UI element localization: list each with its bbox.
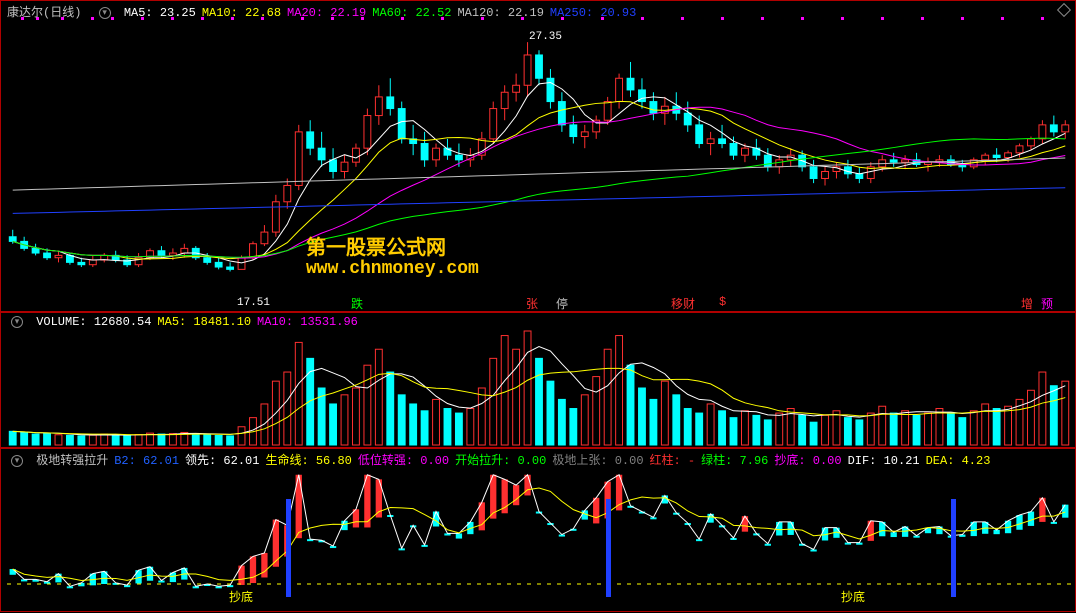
indicator-label: 领先: 62.01 [185, 454, 259, 468]
indicator-label: MA5: 23.25 [124, 6, 196, 20]
stock-title: 康达尔(日线) [7, 6, 81, 20]
watermark-line1: 第一股票公式网 [306, 231, 446, 261]
chevron-down-icon[interactable]: ▾ [11, 455, 23, 467]
indicator-label: 开始拉升: 0.00 [455, 454, 546, 468]
indicator-panel[interactable]: ▾ 极地转强拉升 B2: 62.01 领先: 62.01 生命线: 56.80 低位转强… [0, 448, 1076, 612]
watermark-line2: www.chnmoney.com [306, 259, 479, 279]
indicator-label: MA10: 13531.96 [257, 315, 358, 329]
high-price-label: 27.35 [529, 31, 562, 43]
indicator-label: MA60: 22.52 [372, 6, 451, 20]
svg-text:抄底: 抄底 [229, 589, 253, 605]
indicator-label: 生命线: 56.80 [265, 454, 351, 468]
indicator-label: 极地转强拉升 [36, 454, 108, 468]
indicator-label: MA250: 20.93 [550, 6, 636, 20]
price-chart-svg [1, 1, 1076, 313]
indicator-label: 红柱: - [650, 454, 696, 468]
chevron-down-icon[interactable]: ▾ [99, 7, 111, 19]
indicator-label: VOLUME: 12680.54 [36, 315, 151, 329]
indicator-label: B2: 62.01 [114, 454, 179, 468]
indicator-label: MA120: 22.19 [457, 6, 543, 20]
low-price-label: 17.51 [237, 297, 270, 309]
indicator-label: 抄底: 0.00 [774, 454, 841, 468]
indicator-label: MA10: 22.68 [202, 6, 281, 20]
indicator-label: 绿柱: 7.96 [701, 454, 768, 468]
price-header: 康达尔(日线) ▾ MA5: 23.25 MA10: 22.68 MA20: 22.… [7, 3, 648, 20]
volume-panel[interactable]: ▾ VOLUME: 12680.54 MA5: 18481.10 MA10: 135… [0, 312, 1076, 448]
volume-chart-svg [1, 313, 1076, 449]
indicator-label: MA5: 18481.10 [157, 315, 251, 329]
indicator-chart-svg: 抄底 抄底 [1, 449, 1076, 613]
volume-header: ▾ VOLUME: 12680.54 MA5: 18481.10 MA10: 135… [7, 315, 370, 329]
indicator-label: 低位转强: 0.00 [358, 454, 449, 468]
indicator-label: MA20: 22.19 [287, 6, 366, 20]
chevron-down-icon[interactable]: ▾ [11, 316, 23, 328]
price-chart-panel[interactable]: 康达尔(日线) ▾ MA5: 23.25 MA10: 22.68 MA20: 22.… [0, 0, 1076, 312]
indicator-label: 极地上张: 0.00 [552, 454, 643, 468]
indicator-label: DEA: 4.23 [926, 454, 991, 468]
event-markers-row: 跌张停移财$增预 [1, 295, 1075, 309]
indicator-header: ▾ 极地转强拉升 B2: 62.01 领先: 62.01 生命线: 56.80 低位转强… [7, 451, 1002, 468]
svg-text:抄底: 抄底 [841, 589, 865, 605]
indicator-label: DIF: 10.21 [848, 454, 920, 468]
